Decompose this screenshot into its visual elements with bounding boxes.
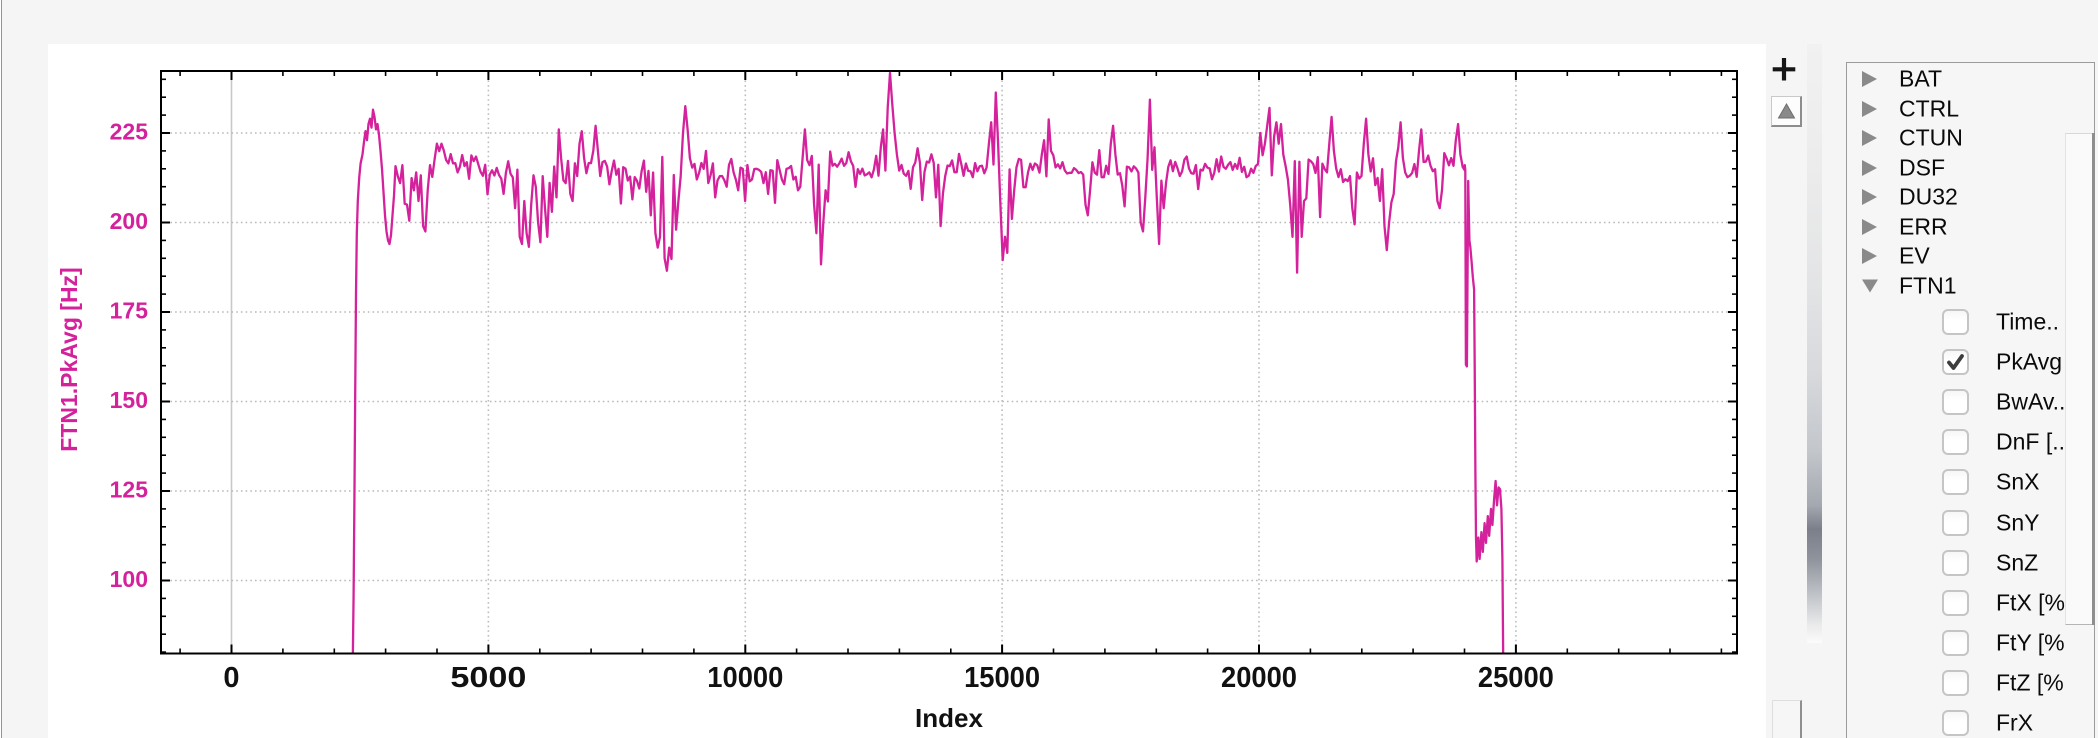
- svg-text:175: 175: [110, 298, 149, 324]
- svg-text:25000: 25000: [1478, 662, 1554, 694]
- svg-text:200: 200: [110, 208, 148, 234]
- svg-text:10000: 10000: [707, 662, 783, 694]
- svg-text:225: 225: [110, 119, 149, 145]
- svg-text:125: 125: [110, 477, 149, 503]
- svg-text:0: 0: [223, 662, 239, 694]
- svg-text:20000: 20000: [1221, 662, 1297, 694]
- svg-text:5000: 5000: [450, 662, 526, 694]
- svg-text:150: 150: [110, 387, 148, 413]
- svg-text:Index: Index: [915, 703, 983, 733]
- svg-text:100: 100: [110, 566, 148, 592]
- svg-text:15000: 15000: [964, 662, 1040, 694]
- svg-text:FTN1.PkAvg [Hz]: FTN1.PkAvg [Hz]: [56, 267, 82, 451]
